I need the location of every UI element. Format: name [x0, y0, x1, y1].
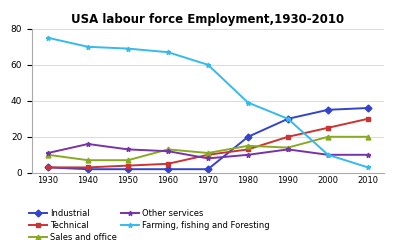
- Technical: [126, 164, 130, 167]
- Line: Farming, fishing and Foresting: Farming, fishing and Foresting: [46, 35, 370, 170]
- Other services: [166, 150, 170, 153]
- Industrial: [246, 135, 250, 138]
- Industrial: [86, 168, 90, 171]
- Farming, fishing and Foresting: [126, 47, 130, 50]
- Industrial: [326, 108, 330, 111]
- Line: Other services: Other services: [46, 142, 370, 161]
- Farming, fishing and Foresting: [206, 63, 210, 66]
- Technical: [166, 162, 170, 165]
- Other services: [286, 148, 290, 151]
- Sales and office: [86, 159, 90, 162]
- Sales and office: [166, 148, 170, 151]
- Sales and office: [246, 144, 250, 147]
- Other services: [126, 148, 130, 151]
- Sales and office: [206, 152, 210, 155]
- Farming, fishing and Foresting: [246, 101, 250, 104]
- Other services: [86, 143, 90, 145]
- Other services: [366, 153, 370, 156]
- Technical: [326, 126, 330, 129]
- Line: Technical: Technical: [46, 116, 370, 170]
- Technical: [366, 117, 370, 120]
- Farming, fishing and Foresting: [366, 166, 370, 169]
- Legend: Industrial, Technical, Sales and office, Other services, Farming, fishing and Fo: Industrial, Technical, Sales and office,…: [29, 209, 270, 240]
- Other services: [46, 152, 50, 155]
- Farming, fishing and Foresting: [86, 45, 90, 48]
- Sales and office: [326, 135, 330, 138]
- Industrial: [206, 168, 210, 171]
- Technical: [206, 153, 210, 156]
- Sales and office: [46, 153, 50, 156]
- Farming, fishing and Foresting: [326, 153, 330, 156]
- Sales and office: [366, 135, 370, 138]
- Farming, fishing and Foresting: [46, 36, 50, 39]
- Industrial: [166, 168, 170, 171]
- Other services: [206, 157, 210, 160]
- Title: USA labour force Employment,1930-2010: USA labour force Employment,1930-2010: [72, 13, 344, 26]
- Farming, fishing and Foresting: [166, 51, 170, 54]
- Sales and office: [286, 146, 290, 149]
- Technical: [246, 148, 250, 151]
- Farming, fishing and Foresting: [286, 117, 290, 120]
- Line: Sales and office: Sales and office: [46, 134, 370, 163]
- Technical: [86, 166, 90, 169]
- Industrial: [126, 168, 130, 171]
- Technical: [286, 135, 290, 138]
- Industrial: [286, 117, 290, 120]
- Line: Industrial: Industrial: [46, 106, 370, 172]
- Other services: [326, 153, 330, 156]
- Other services: [246, 153, 250, 156]
- Sales and office: [126, 159, 130, 162]
- Industrial: [366, 107, 370, 109]
- Industrial: [46, 166, 50, 169]
- Technical: [46, 166, 50, 169]
